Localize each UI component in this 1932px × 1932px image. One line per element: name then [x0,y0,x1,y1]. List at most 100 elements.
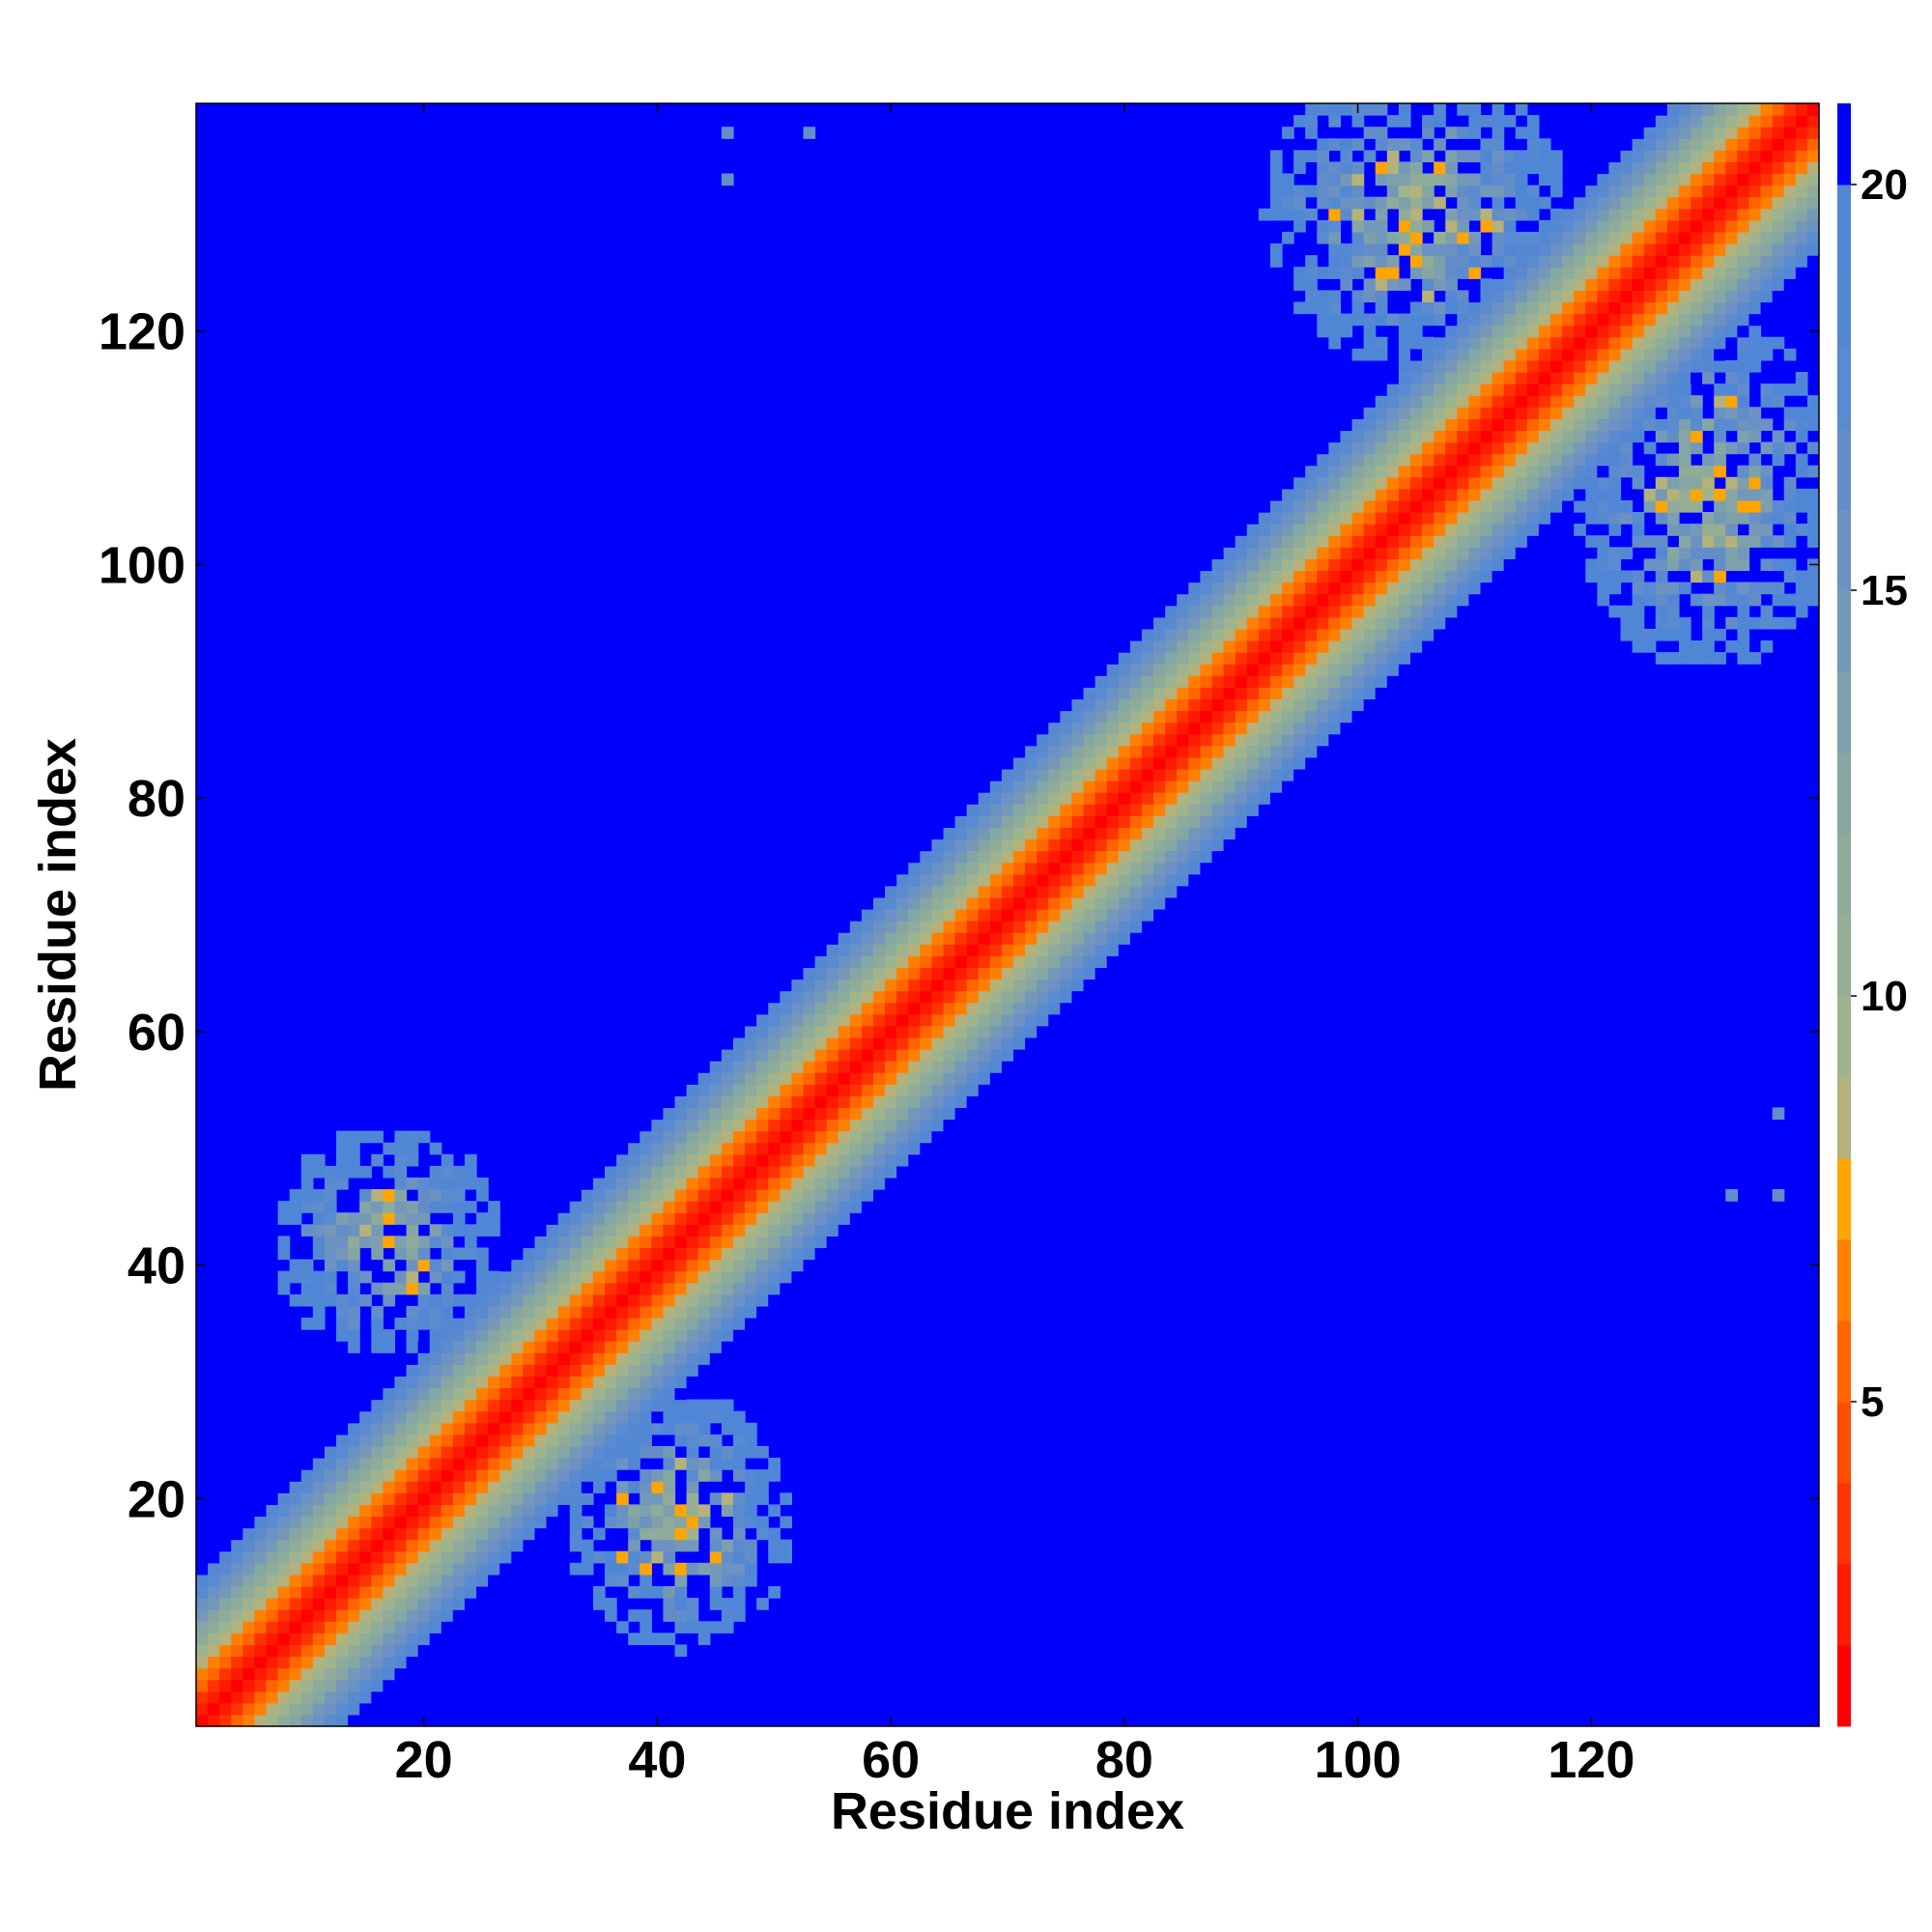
heatmap-cell [1608,605,1622,618]
heatmap-cell [312,1236,326,1249]
heatmap-cell [534,1399,548,1412]
heatmap-cell [196,1621,209,1634]
heatmap-cell [1806,185,1820,198]
heatmap-cell [1714,512,1726,525]
heatmap-cell [1200,745,1213,758]
heatmap-cell [1620,173,1634,186]
heatmap-cell [371,1458,384,1470]
heatmap-cell [1783,278,1797,291]
heatmap-cell [359,1598,372,1610]
heatmap-cell [803,1142,816,1155]
heatmap-cell [348,1714,360,1727]
heatmap-cell [324,1667,337,1681]
heatmap-cell [1515,336,1528,350]
heatmap-cell [1409,499,1423,513]
heatmap-cell [931,932,945,945]
heatmap-cell [954,1095,968,1109]
heatmap-cell [1386,476,1400,490]
heatmap-cell [826,1025,839,1038]
heatmap-cell [1748,652,1762,665]
heatmap-cell [674,1609,688,1622]
heatmap-cell [1398,628,1411,641]
heatmap-cell [1714,488,1726,501]
heatmap-cell [849,932,863,945]
heatmap-cell [277,1690,291,1704]
heatmap-cell [1293,524,1306,536]
heatmap-cell [452,1293,466,1307]
colorbar-tick-label: 20 [1861,161,1908,209]
heatmap-cell [1386,407,1400,419]
heatmap-cell [885,990,897,1004]
heatmap-cell [324,1702,337,1716]
heatmap-cell [1363,219,1377,233]
heatmap-cell [1305,290,1318,303]
heatmap-cell [908,1037,921,1050]
heatmap-cell [745,1422,757,1435]
heatmap-cell [1071,921,1085,933]
heatmap-cell [476,1410,489,1424]
heatmap-cell [628,1142,640,1155]
heatmap-cell [1760,255,1774,268]
heatmap-cell [1655,173,1668,186]
heatmap-cell [324,1690,337,1704]
heatmap-cell [1083,675,1096,688]
heatmap-cell [1445,161,1458,175]
heatmap-cell [1153,838,1166,852]
heatmap-cell [1678,243,1691,256]
heatmap-cell [651,1469,665,1482]
heatmap-cell [1129,908,1143,922]
heatmap-cell [1013,1037,1026,1050]
heatmap-cell [1574,185,1586,198]
heatmap-cell [1737,395,1750,408]
heatmap-cell [1351,570,1365,583]
heatmap-cell [1468,547,1482,559]
heatmap-cell [1655,301,1668,315]
heatmap-cell [989,885,1003,898]
heatmap-cell [464,1550,477,1564]
heatmap-cell [931,1084,945,1096]
heatmap-cell [336,1539,349,1552]
heatmap-cell [978,908,991,922]
heatmap-cell [1351,219,1365,233]
heatmap-cell [1643,185,1657,198]
heatmap-cell [1071,862,1085,875]
heatmap-cell [277,1609,291,1622]
heatmap-cell [1737,593,1750,607]
heatmap-cell [1702,267,1715,279]
heatmap-cell [581,1434,594,1447]
heatmap-cell [1293,756,1306,770]
heatmap-cell [1282,664,1294,676]
heatmap-cell [1013,781,1026,793]
heatmap-cell [581,1550,594,1564]
heatmap-cell [324,1656,337,1669]
heatmap-cell [1608,325,1622,338]
heatmap-cell [1386,255,1400,268]
heatmap-cell [966,921,980,933]
heatmap-cell [429,1165,442,1179]
heatmap-cell [371,1201,384,1213]
heatmap-cell [686,1422,699,1435]
heatmap-cell [499,1329,512,1342]
heatmap-cell [1211,733,1225,747]
heatmap-cell [440,1410,454,1424]
heatmap-cell [943,896,956,910]
heatmap-cell [1678,558,1691,572]
heatmap-cell [219,1667,232,1681]
heatmap-cell [651,1633,665,1645]
heatmap-cell [1129,664,1143,676]
heatmap-cell [674,1329,688,1342]
heatmap-cell [569,1539,582,1552]
heatmap-cell [1526,453,1540,467]
heatmap-cell [1666,547,1680,559]
heatmap-cell [511,1317,525,1330]
heatmap-cell [324,1270,337,1284]
heatmap-cell [1177,768,1189,781]
heatmap-cell [1574,219,1586,233]
heatmap-cell [348,1690,360,1704]
heatmap-cell [1305,150,1318,163]
heatmap-cell [1492,535,1505,548]
heatmap-cell [1305,255,1318,268]
heatmap-cell [1422,173,1435,186]
heatmap-cell [348,1621,360,1634]
heatmap-cell [896,908,909,922]
